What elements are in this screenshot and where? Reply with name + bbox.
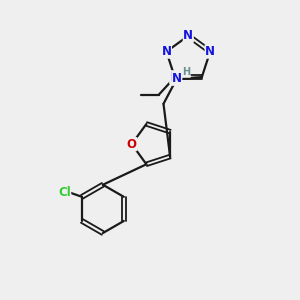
Text: H: H bbox=[182, 67, 190, 77]
Text: N: N bbox=[183, 29, 193, 42]
Text: N: N bbox=[205, 45, 215, 58]
Text: Cl: Cl bbox=[58, 186, 71, 199]
Text: N: N bbox=[170, 71, 180, 84]
Text: O: O bbox=[127, 138, 137, 151]
Text: N: N bbox=[161, 45, 171, 58]
Text: N: N bbox=[172, 72, 182, 85]
